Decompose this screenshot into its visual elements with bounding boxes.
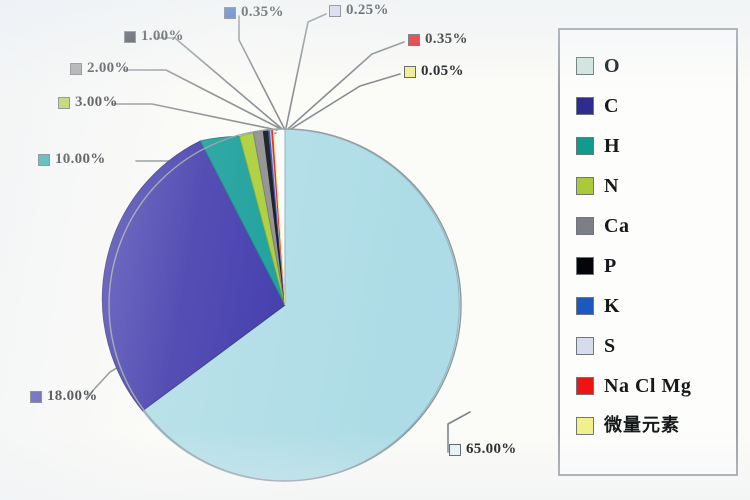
legend-label-o: O	[604, 55, 621, 77]
legend-item-trace[interactable]: 微量元素	[576, 406, 736, 446]
callout-value-k: 0.35%	[241, 4, 284, 20]
callout-value-o: 65.00%	[466, 441, 517, 457]
callout-swatch-naclmg	[408, 33, 420, 46]
callout-c: 18.00%	[30, 389, 98, 404]
legend-swatch-c	[576, 97, 594, 115]
callout-value-s: 0.25%	[346, 2, 389, 18]
leader-line-n	[111, 103, 278, 131]
legend-item-naclmg[interactable]: Na Cl Mg	[576, 366, 736, 406]
callout-value-trace: 0.05%	[421, 63, 464, 79]
chart-legend: O C H N Ca P K S	[558, 28, 738, 476]
pie-slices	[101, 128, 462, 482]
legend-label-ca: Ca	[604, 215, 630, 237]
callout-ca: 2.00%	[70, 61, 130, 76]
legend-item-h[interactable]: H	[576, 126, 736, 166]
callout-o: 65.00%	[449, 442, 517, 457]
legend-swatch-p	[576, 257, 594, 275]
legend-item-c[interactable]: C	[576, 86, 736, 126]
legend-item-ca[interactable]: Ca	[576, 206, 736, 246]
legend-swatch-n	[576, 177, 594, 195]
callout-swatch-p	[124, 30, 136, 43]
callout-k: 0.35%	[224, 5, 284, 20]
callout-n: 3.00%	[58, 95, 118, 110]
legend-swatch-s	[576, 337, 594, 355]
legend-label-h: H	[604, 135, 621, 157]
callout-value-n: 3.00%	[75, 94, 118, 110]
callout-swatch-o	[449, 443, 461, 456]
callout-h: 10.00%	[38, 152, 106, 167]
legend-label-p: P	[604, 255, 617, 277]
callout-p: 1.00%	[124, 29, 184, 44]
legend-label-trace: 微量元素	[604, 415, 680, 436]
legend-item-s[interactable]: S	[576, 326, 736, 366]
leader-line-naclmg	[288, 41, 405, 129]
legend-label-s: S	[604, 335, 616, 357]
callout-swatch-c	[30, 390, 42, 403]
callout-value-naclmg: 0.35%	[425, 31, 468, 47]
callout-s: 0.25%	[329, 3, 389, 18]
legend-swatch-trace	[576, 417, 594, 435]
callout-value-p: 1.00%	[141, 28, 184, 44]
legend-label-c: C	[604, 95, 619, 117]
callout-swatch-k	[224, 6, 236, 19]
callout-swatch-h	[38, 153, 50, 166]
callout-trace: 0.05%	[404, 64, 464, 79]
callout-swatch-n	[58, 96, 70, 109]
callout-value-h: 10.00%	[55, 151, 106, 167]
callout-value-c: 18.00%	[47, 388, 98, 404]
legend-swatch-naclmg	[576, 377, 594, 395]
leader-line-ca	[123, 69, 280, 129]
legend-item-k[interactable]: K	[576, 286, 736, 326]
callout-swatch-s	[329, 4, 341, 17]
callout-naclmg: 0.35%	[408, 32, 468, 47]
callout-swatch-ca	[70, 62, 82, 75]
legend-item-p[interactable]: P	[576, 246, 736, 286]
legend-item-o[interactable]: O	[576, 46, 736, 86]
legend-label-k: K	[604, 295, 621, 317]
leader-line-p	[155, 37, 282, 129]
callout-swatch-trace	[404, 65, 416, 78]
legend-swatch-o	[576, 57, 594, 75]
legend-swatch-ca	[576, 217, 594, 235]
legend-swatch-k	[576, 297, 594, 315]
leader-line-trace	[290, 73, 401, 130]
legend-label-n: N	[604, 175, 619, 197]
legend-swatch-h	[576, 137, 594, 155]
legend-label-naclmg: Na Cl Mg	[604, 375, 692, 397]
legend-item-n[interactable]: N	[576, 166, 736, 206]
callout-value-ca: 2.00%	[87, 60, 130, 76]
